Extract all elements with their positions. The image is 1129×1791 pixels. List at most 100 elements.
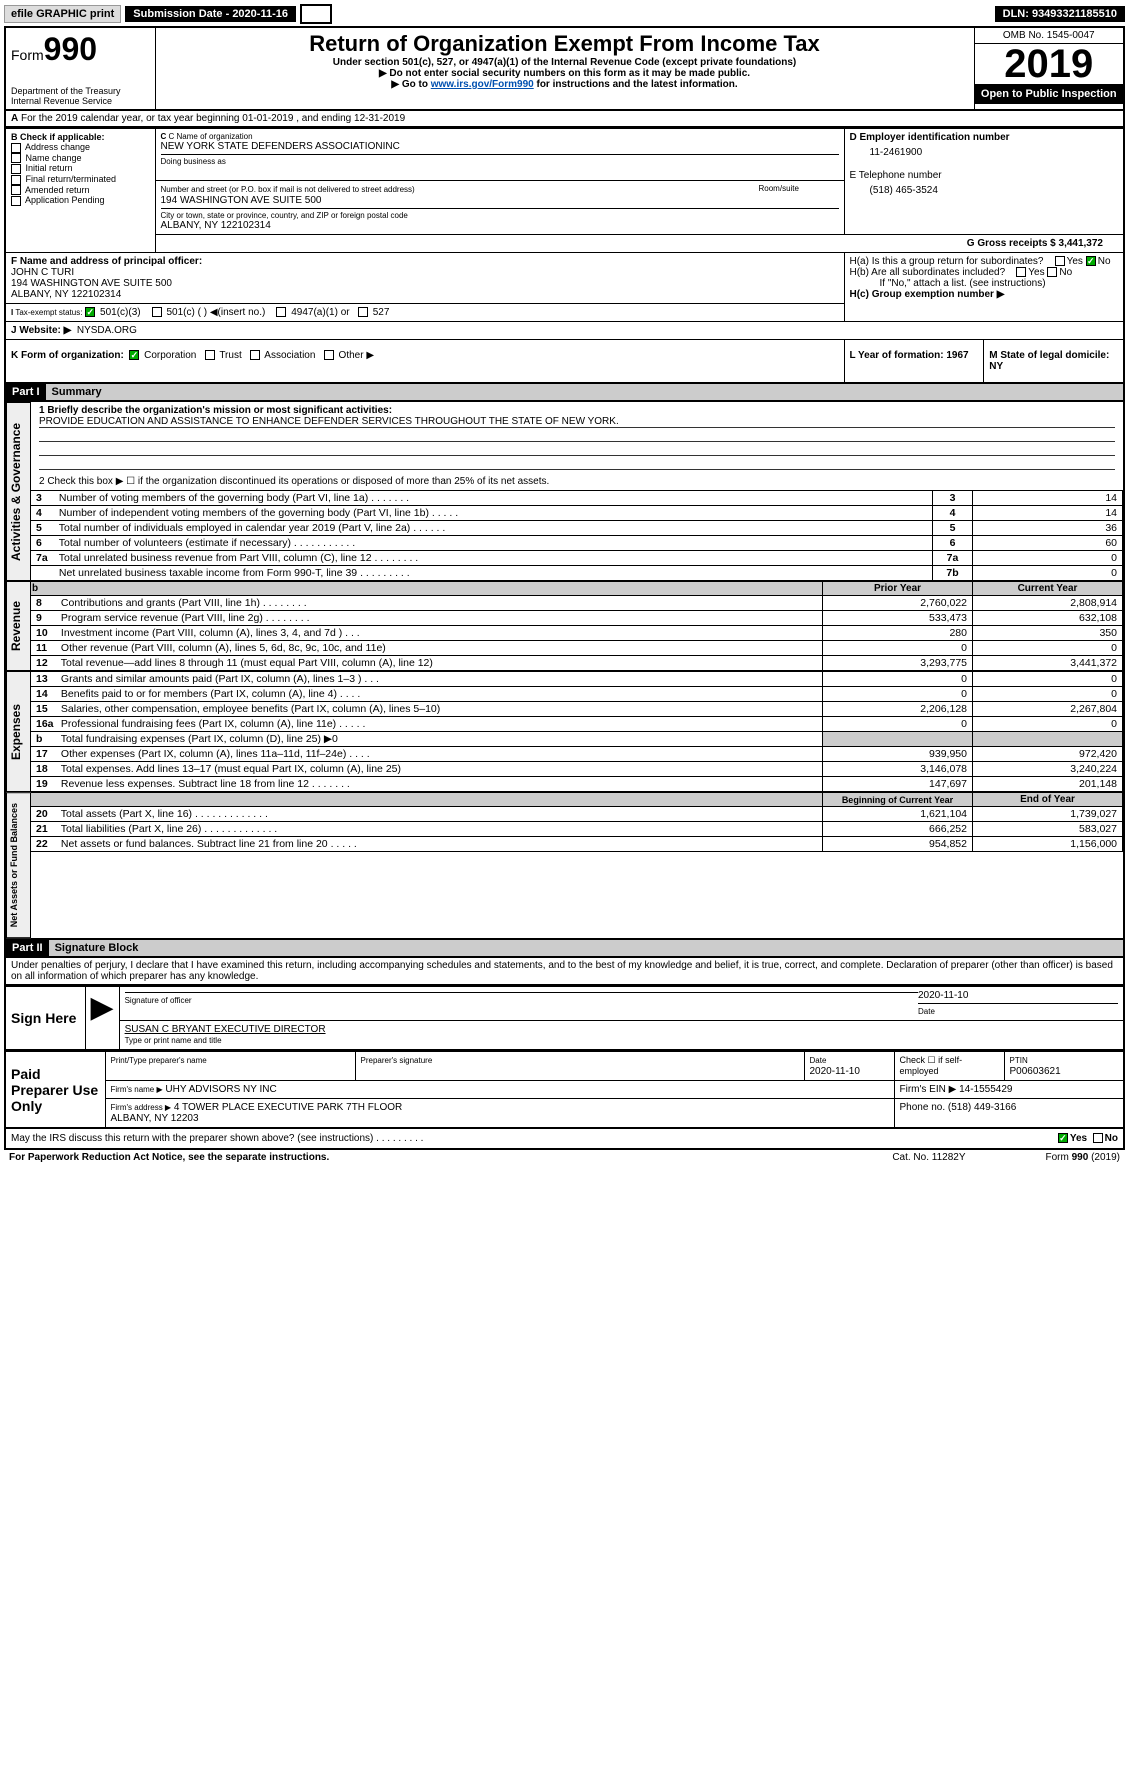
form-title: Return of Organization Exempt From Incom… [161, 31, 969, 57]
firm-addr-label: Firm's address ▶ [111, 1103, 172, 1112]
form-header: Form990 Department of the Treasury Inter… [4, 26, 1125, 111]
form-footer: Form 990 (2019) [1046, 1152, 1120, 1163]
firm-name-label: Firm's name ▶ [111, 1085, 163, 1094]
year-formation: L Year of formation: 1967 [845, 340, 985, 382]
check-final-return-terminated[interactable] [11, 175, 21, 185]
state-domicile: M State of legal domicile: NY [984, 340, 1123, 382]
street-address: 194 WASHINGTON AVE SUITE 500 [161, 195, 322, 206]
officer-label: F Name and address of principal officer: [11, 256, 839, 267]
perjury-declaration: Under penalties of perjury, I declare th… [4, 958, 1125, 986]
phone-label: E Telephone number [850, 170, 1119, 181]
korg-3[interactable] [324, 350, 334, 360]
city-value: ALBANY, NY 122102314 [161, 220, 839, 231]
firm-phone: Phone no. (518) 449-3166 [894, 1099, 1124, 1129]
prep-name-label: Print/Type preparer's name [111, 1056, 207, 1065]
discuss-yes-checkbox[interactable] [1058, 1133, 1068, 1143]
group-return-q: H(a) Is this a group return for subordin… [850, 256, 1119, 267]
prep-date: 2020-11-10 [810, 1066, 860, 1077]
part1-header: Part I [6, 384, 46, 400]
hb-note: If "No," attach a list. (see instruction… [880, 278, 1119, 289]
paperwork-notice: For Paperwork Reduction Act Notice, see … [9, 1152, 892, 1163]
mission-text: PROVIDE EDUCATION AND ASSISTANCE TO ENHA… [39, 416, 1115, 428]
check-amended-return[interactable] [11, 185, 21, 195]
dba-label: Doing business as [161, 157, 839, 166]
sign-here-label: Sign Here [5, 987, 85, 1051]
efile-button[interactable]: efile GRAPHIC print [4, 5, 121, 23]
discontinued-check: 2 Check this box ▶ ☐ if the organization… [31, 473, 1123, 490]
check-name-change[interactable] [11, 153, 21, 163]
tax-year: 2019 [975, 44, 1124, 84]
submission-date-spacer [300, 4, 332, 24]
irs-link[interactable]: www.irs.gov/Form990 [431, 79, 534, 90]
form-number: Form990 [11, 31, 150, 68]
ha-yes-checkbox[interactable] [1055, 256, 1065, 266]
subordinates-q: H(b) Are all subordinates included? Yes … [850, 267, 1119, 278]
sig-date-label: Date [918, 1007, 935, 1016]
part2-subheader: Signature Block [49, 940, 1123, 956]
form-note-link: ▶ Go to www.irs.gov/Form990 for instruct… [161, 79, 969, 90]
check-address-change[interactable] [11, 143, 21, 153]
activities-governance-label: Activities & Governance [6, 402, 31, 581]
firm-ein: Firm's EIN ▶ 14-1555429 [894, 1081, 1124, 1099]
officer-addr1: 194 WASHINGTON AVE SUITE 500 [11, 278, 839, 289]
group-exemption: H(c) Group exemption number ▶ [850, 289, 1119, 300]
prep-date-label: Date [810, 1056, 827, 1065]
entity-info-table: B Check if applicable: Address change Na… [4, 128, 1125, 384]
self-employed-check: Check ☐ if self-employed [894, 1052, 1004, 1081]
ptin-value: P00603621 [1010, 1066, 1061, 1077]
form-note-ssn: ▶ Do not enter social security numbers o… [161, 68, 969, 79]
firm-name: UHY ADVISORS NY INC [165, 1084, 276, 1095]
ha-no-checkbox[interactable] [1086, 256, 1096, 266]
form-subtitle: Under section 501(c), 527, or 4947(a)(1)… [161, 57, 969, 68]
type-name-label: Type or print name and title [125, 1036, 222, 1045]
check-applicable-label: B Check if applicable: [11, 132, 105, 142]
gross-receipts: G Gross receipts $ 3,441,372 [967, 238, 1103, 249]
officer-name-title: SUSAN C BRYANT EXECUTIVE DIRECTOR [125, 1024, 1118, 1035]
ein-label: D Employer identification number [850, 132, 1119, 143]
city-label: City or town, state or province, country… [161, 211, 839, 220]
discuss-question: May the IRS discuss this return with the… [11, 1133, 1058, 1144]
net-assets-label: Net Assets or Fund Balances [6, 792, 31, 938]
org-name: NEW YORK STATE DEFENDERS ASSOCIATIONINC [161, 141, 839, 152]
website-label: J Website: ▶ [11, 325, 71, 336]
korg-0[interactable] [129, 350, 139, 360]
cat-number: Cat. No. 11282Y [892, 1152, 965, 1163]
phone-value: (518) 465-3524 [870, 185, 1119, 196]
dept-treasury: Department of the Treasury Internal Reve… [11, 86, 150, 106]
beginning-year-header: Beginning of Current Year [823, 793, 973, 807]
527-checkbox[interactable] [358, 307, 368, 317]
officer-name: JOHN C TURI [11, 267, 839, 278]
korg-1[interactable] [205, 350, 215, 360]
revenue-label: Revenue [6, 581, 31, 671]
korg-2[interactable] [250, 350, 260, 360]
org-name-label: C C Name of organization [161, 132, 839, 141]
part1-subheader: Summary [46, 384, 1123, 400]
mission-label: 1 Briefly describe the organization's mi… [39, 405, 1115, 416]
expenses-label: Expenses [6, 671, 31, 792]
current-year-header: Current Year [973, 582, 1123, 596]
check-initial-return[interactable] [11, 164, 21, 174]
sig-date: 2020-11-10 [918, 990, 1118, 1001]
hb-no-checkbox[interactable] [1047, 267, 1057, 277]
prior-year-header: Prior Year [823, 582, 973, 596]
paid-preparer-label: Paid Preparer Use Only [5, 1052, 105, 1129]
check-application-pending[interactable] [11, 196, 21, 206]
website-value: NYSDA.ORG [77, 325, 137, 336]
open-public-badge: Open to Public Inspection [975, 84, 1124, 104]
discuss-no-checkbox[interactable] [1093, 1133, 1103, 1143]
officer-addr2: ALBANY, NY 122102314 [11, 289, 839, 300]
hb-yes-checkbox[interactable] [1016, 267, 1026, 277]
501c-checkbox[interactable] [152, 307, 162, 317]
submission-date-box: Submission Date - 2020-11-16 [125, 6, 296, 22]
501c3-checkbox[interactable] [85, 307, 95, 317]
form-org-label: K Form of organization: [11, 350, 124, 361]
sign-arrow-icon: ▶ [85, 987, 119, 1051]
prep-sig-label: Preparer's signature [361, 1056, 433, 1065]
4947-checkbox[interactable] [276, 307, 286, 317]
ein-value: 11-2461900 [870, 147, 1119, 158]
end-year-header: End of Year [973, 793, 1123, 807]
tax-year-line: A For the 2019 calendar year, or tax yea… [4, 111, 1125, 128]
tax-year-text: For the 2019 calendar year, or tax year … [21, 113, 405, 124]
room-suite-label: Room/suite [759, 184, 839, 206]
sig-officer-label: Signature of officer [125, 996, 192, 1005]
